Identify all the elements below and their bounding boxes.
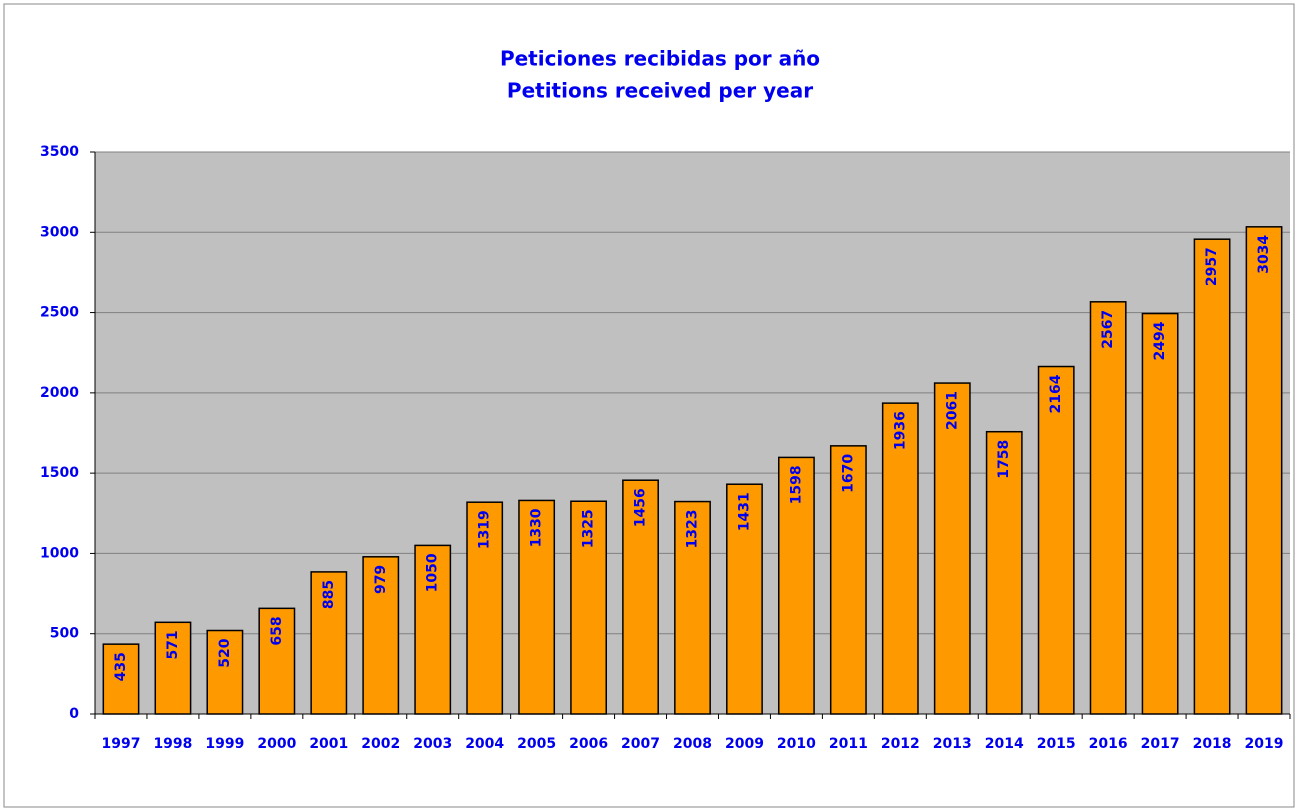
bar (466, 501, 504, 715)
value-label: 1670 (840, 454, 856, 493)
bar (362, 556, 400, 715)
bar (777, 456, 815, 715)
bar (881, 402, 919, 715)
value-label: 2494 (1152, 321, 1168, 360)
x-tick-label: 2000 (257, 736, 296, 752)
bar (206, 629, 244, 715)
chart-title: Peticiones recibidas por año (500, 47, 820, 71)
bar (1193, 238, 1231, 715)
x-tick-label: 2006 (569, 736, 608, 752)
x-tick-label: 2003 (413, 736, 452, 752)
value-label: 1319 (477, 510, 493, 549)
y-tick-label: 3000 (40, 224, 79, 240)
bar (985, 430, 1023, 715)
bar (829, 445, 867, 715)
y-tick-label: 1000 (40, 545, 79, 561)
bar (154, 621, 192, 715)
bar (102, 643, 140, 715)
x-tick-label: 2015 (1037, 736, 1076, 752)
bar (1245, 226, 1283, 715)
bar (726, 483, 763, 715)
x-tick-label: 2008 (673, 736, 712, 752)
x-tick-label: 2016 (1089, 736, 1128, 752)
x-tick-label: 2017 (1141, 736, 1180, 752)
value-label: 2061 (944, 391, 960, 430)
bar (674, 500, 711, 715)
bar (310, 571, 348, 715)
y-tick-label: 3500 (40, 144, 79, 160)
x-tick-label: 1999 (205, 736, 244, 752)
x-tick-label: 2013 (933, 736, 972, 752)
value-label: 1431 (736, 492, 752, 531)
value-label: 1050 (425, 553, 441, 592)
value-label: 3034 (1256, 235, 1272, 274)
y-tick-label: 2500 (40, 305, 79, 321)
x-tick-label: 1997 (101, 736, 140, 752)
bar (933, 382, 971, 715)
value-label: 1598 (788, 465, 804, 504)
value-label: 1323 (685, 510, 701, 549)
bar (1089, 301, 1127, 715)
x-tick-label: 2010 (777, 736, 816, 752)
y-tick-label: 0 (69, 706, 79, 722)
value-label: 571 (165, 630, 181, 659)
value-label: 1456 (633, 488, 649, 527)
x-tick-label: 2012 (881, 736, 920, 752)
value-label: 1758 (996, 440, 1012, 479)
bar (1141, 312, 1179, 715)
value-label: 2957 (1204, 247, 1220, 286)
x-tick-label: 2004 (465, 736, 504, 752)
value-label: 658 (269, 616, 285, 645)
value-label: 1936 (892, 411, 908, 450)
x-tick-label: 2007 (621, 736, 660, 752)
value-label: 2164 (1048, 374, 1064, 413)
bar (1037, 365, 1075, 715)
value-label: 885 (321, 580, 337, 609)
value-label: 1330 (529, 508, 545, 547)
x-tick-label: 2014 (985, 736, 1024, 752)
x-tick-label: 2001 (309, 736, 348, 752)
y-tick-label: 1500 (40, 465, 79, 481)
x-tick-label: 2011 (829, 736, 868, 752)
value-label: 979 (373, 565, 389, 594)
bar (518, 499, 556, 715)
bar (258, 607, 296, 715)
bar (570, 500, 608, 715)
chart-subtitle: Petitions received per year (507, 79, 813, 103)
x-tick-label: 2005 (517, 736, 556, 752)
value-label: 520 (217, 638, 233, 667)
x-tick-label: 2018 (1193, 736, 1232, 752)
y-tick-label: 2000 (40, 385, 79, 401)
bar (414, 544, 452, 715)
x-tick-label: 2009 (725, 736, 764, 752)
x-tick-label: 2002 (361, 736, 400, 752)
value-label: 435 (113, 652, 129, 681)
y-tick-label: 500 (50, 626, 79, 642)
value-label: 2567 (1100, 310, 1116, 349)
x-tick-label: 2019 (1245, 736, 1284, 752)
value-label: 1325 (581, 509, 597, 548)
bar (622, 479, 659, 715)
x-tick-label: 1998 (153, 736, 192, 752)
